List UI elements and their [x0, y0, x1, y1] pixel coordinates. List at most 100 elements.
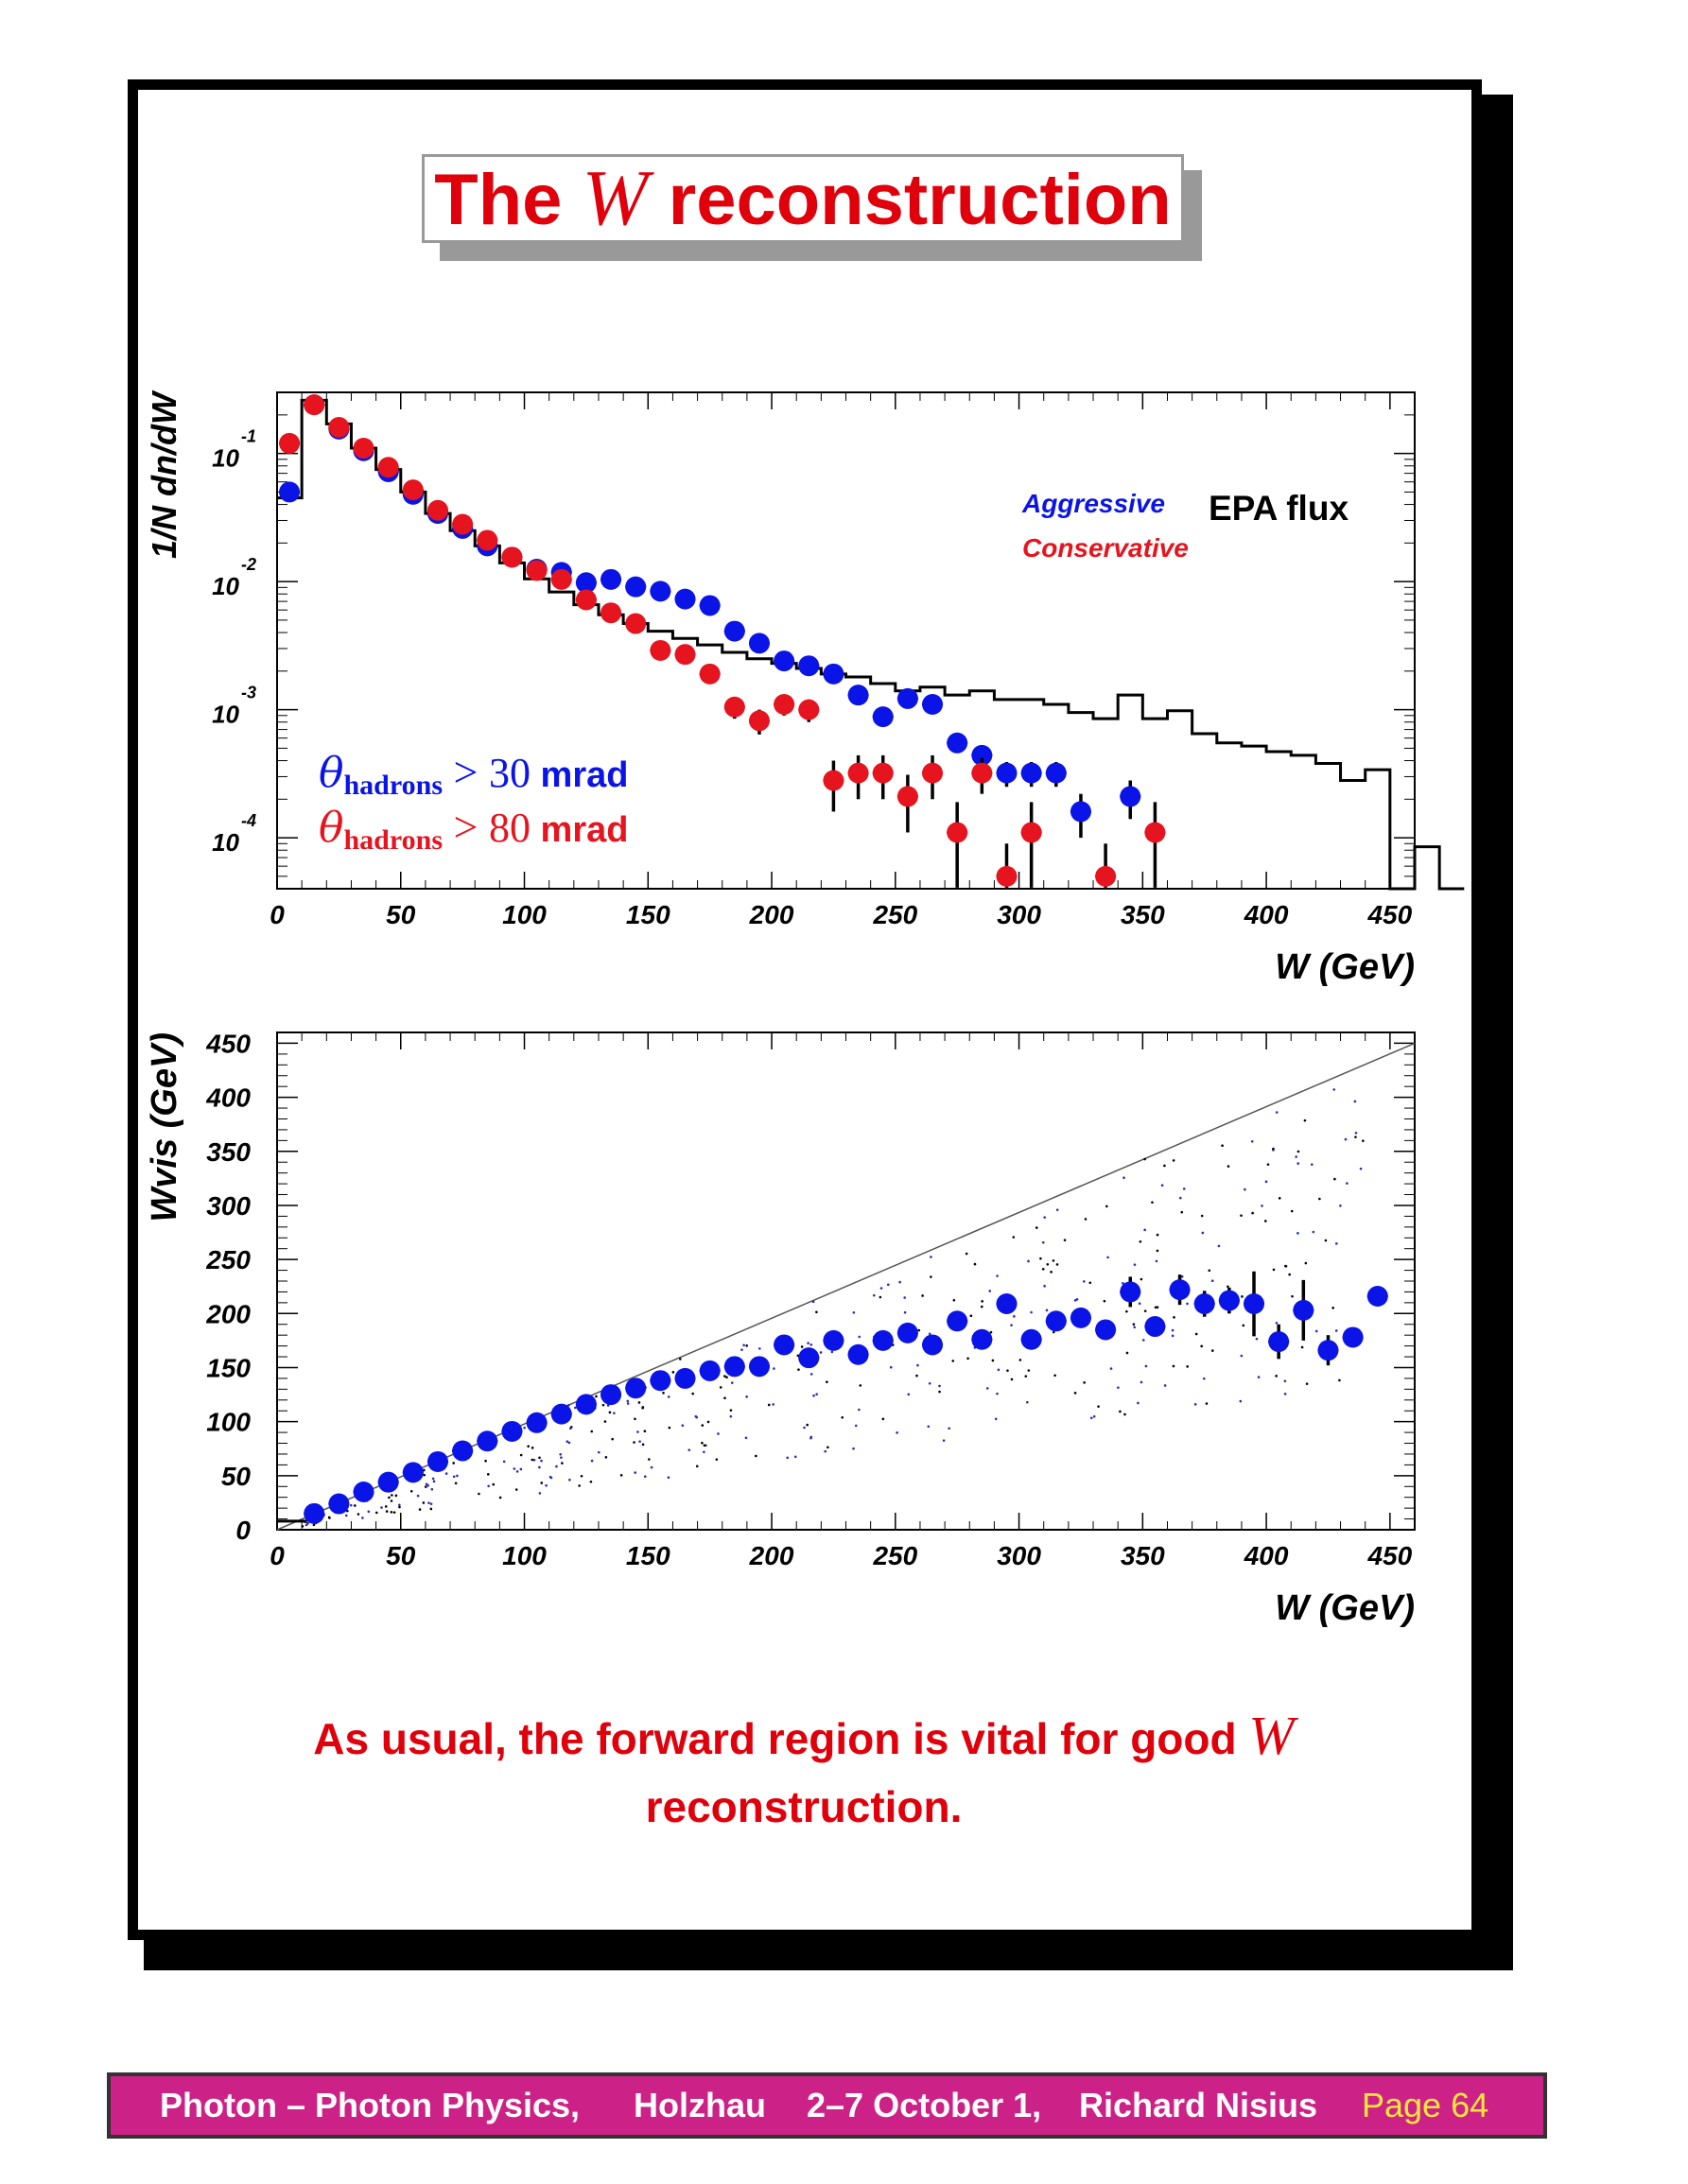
event-dot: [1283, 1379, 1287, 1383]
event-dot: [498, 1496, 502, 1499]
event-dot: [567, 1441, 571, 1445]
greater-than-sign: >: [443, 803, 489, 851]
event-dot: [643, 1475, 647, 1478]
x-tick-label-1: 150: [626, 900, 670, 929]
event-dot: [1201, 1231, 1205, 1235]
event-dot: [590, 1430, 594, 1433]
event-dot: [1119, 1410, 1122, 1413]
event-dot: [1053, 1374, 1056, 1378]
event-dot: [1073, 1392, 1077, 1395]
aggressive-point: [1366, 1286, 1388, 1308]
event-dot: [830, 1350, 834, 1354]
x-tick-label-2: 150: [626, 1541, 670, 1570]
event-dot: [1353, 1100, 1357, 1103]
event-dot: [938, 1390, 941, 1394]
aggressive-point: [452, 1440, 474, 1462]
conservative-point: [847, 762, 869, 784]
event-dot: [758, 1347, 761, 1350]
legend-aggressive: Aggressive: [1021, 489, 1165, 518]
event-dot: [573, 1406, 577, 1410]
event-dot: [604, 1456, 608, 1459]
aggressive-point: [896, 1322, 918, 1343]
aggressive-point: [625, 1378, 647, 1399]
aggressive-point: [947, 1310, 968, 1332]
aggressive-point: [526, 1412, 548, 1433]
event-dot: [502, 1460, 506, 1464]
x-tick-label-2: 50: [386, 1541, 416, 1570]
event-dot: [1275, 1375, 1278, 1378]
event-dot: [997, 1368, 1001, 1372]
event-dot: [1012, 1236, 1016, 1239]
aggressive-point: [1120, 1281, 1141, 1303]
correlation-chart: 0 50 100 150 200 250 300 350 400 450 0 50 100 150 200 2…: [145, 1029, 1416, 1628]
event-dot: [301, 1525, 305, 1528]
aggressive-point: [847, 1343, 869, 1365]
event-dot: [390, 1511, 393, 1514]
event-dot: [858, 1408, 861, 1412]
event-dot: [578, 1484, 581, 1487]
event-dot: [826, 1380, 828, 1384]
event-dot: [456, 1474, 459, 1478]
event-dot: [807, 1342, 809, 1344]
event-dot: [872, 1293, 876, 1297]
event-dot: [1304, 1261, 1308, 1265]
event-dot: [942, 1439, 946, 1443]
x-tick-label-2: 200: [749, 1541, 794, 1570]
event-dot: [527, 1445, 530, 1448]
event-dot: [744, 1436, 748, 1440]
event-dot: [487, 1484, 490, 1488]
conservative-point: [452, 513, 474, 535]
event-dot: [812, 1394, 815, 1397]
event-dot: [452, 1475, 456, 1479]
event-dot: [701, 1424, 705, 1427]
event-dot: [648, 1458, 651, 1461]
event-dot: [1250, 1139, 1254, 1143]
conservative-point: [1095, 865, 1117, 887]
event-dot: [952, 1298, 956, 1302]
event-dot: [559, 1453, 562, 1456]
event-dot: [1140, 1277, 1143, 1281]
aggressive-point: [1218, 1290, 1240, 1311]
conservative-point: [328, 416, 350, 438]
conservative-point: [402, 479, 424, 501]
event-dot: [687, 1448, 691, 1451]
conclusion-line-2: reconstruction.: [645, 1782, 963, 1831]
event-dot: [740, 1348, 743, 1351]
footer-talk-title: Photon – Photon Physics,: [160, 2086, 581, 2124]
event-dot: [1272, 1268, 1276, 1272]
aggressive-point: [426, 1450, 448, 1472]
event-dot: [691, 1392, 694, 1395]
event-dot: [452, 1462, 455, 1465]
event-dot: [641, 1406, 644, 1410]
conservative-point: [774, 693, 795, 715]
aggressive-point: [1342, 1326, 1364, 1348]
event-dot: [519, 1453, 523, 1457]
event-dot: [492, 1482, 496, 1486]
x-axis-title-2: W (GeV): [1275, 1588, 1415, 1628]
title-prefix: The: [434, 160, 563, 240]
event-dot: [679, 1358, 682, 1361]
event-dot: [1045, 1309, 1049, 1312]
event-dot: [638, 1440, 641, 1443]
conservative-point: [575, 589, 597, 611]
aggressive-point: [774, 650, 795, 672]
aggressive-point: [650, 1370, 671, 1392]
conservative-point: [550, 568, 572, 590]
event-dot: [514, 1488, 518, 1491]
aggressive-point: [872, 706, 894, 728]
event-dot: [1227, 1285, 1229, 1289]
event-dot: [1186, 1302, 1189, 1306]
event-dot: [1275, 1111, 1279, 1114]
event-dot: [391, 1494, 393, 1497]
y-axis-title-2: Wvis (GeV): [145, 1032, 184, 1222]
event-dot: [597, 1450, 600, 1454]
event-dot: [478, 1492, 480, 1496]
event-dot: [384, 1505, 388, 1508]
event-dot: [996, 1274, 999, 1277]
event-dot: [1295, 1155, 1297, 1158]
event-dot: [1030, 1310, 1033, 1314]
event-dot: [809, 1435, 813, 1439]
event-dot: [1013, 1315, 1016, 1318]
event-dot: [484, 1459, 487, 1463]
aggressive-point: [774, 1334, 795, 1356]
